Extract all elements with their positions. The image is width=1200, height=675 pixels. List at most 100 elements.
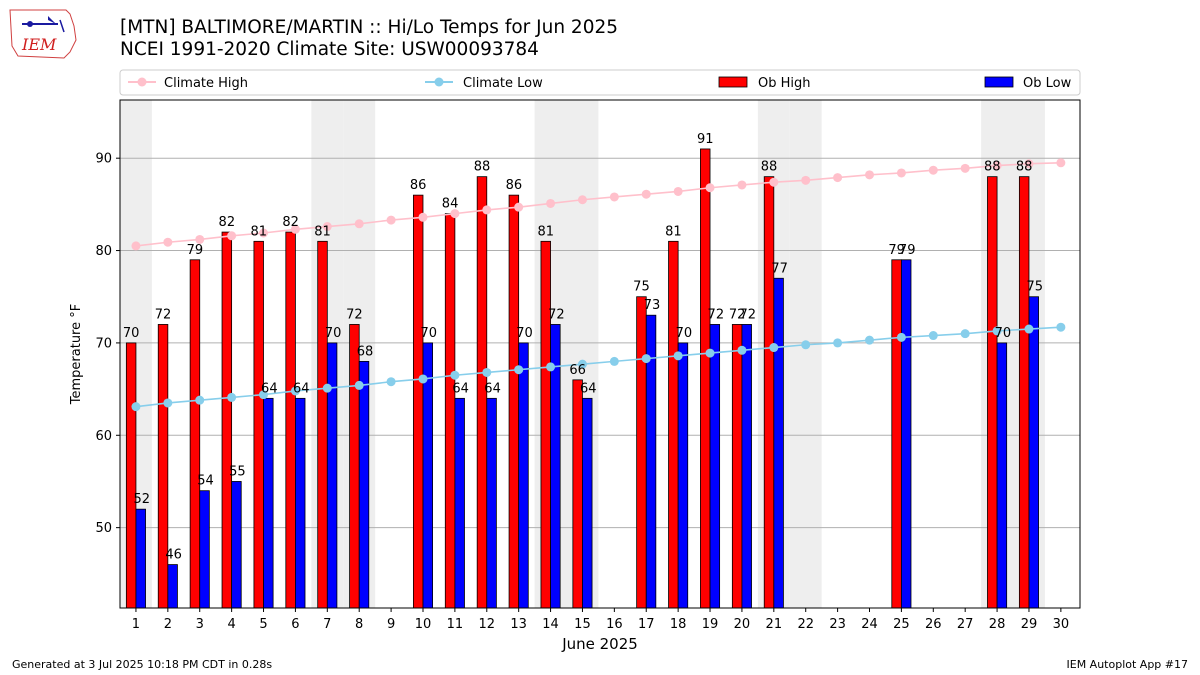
climate-low-line bbox=[135, 326, 1061, 408]
ob-high-bar bbox=[444, 213, 456, 609]
climate-high-point bbox=[1024, 159, 1034, 169]
ob-low-label: 46 bbox=[165, 548, 182, 563]
ob-low-label: 54 bbox=[197, 474, 214, 489]
climate-low-point bbox=[290, 386, 300, 396]
ob-low-label: 70 bbox=[676, 326, 693, 341]
climate-low-point bbox=[450, 370, 460, 380]
x-tick-label: 14 bbox=[542, 617, 559, 632]
ob-low-label: 55 bbox=[229, 464, 246, 479]
climate-low-point bbox=[322, 383, 332, 393]
climate-low-point bbox=[673, 351, 683, 361]
climate-high-point bbox=[386, 215, 396, 225]
x-tick-label: 28 bbox=[989, 617, 1006, 632]
ob-low-bar bbox=[263, 397, 274, 609]
x-tick-label: 16 bbox=[606, 617, 623, 632]
climate-high-point bbox=[737, 180, 747, 190]
climate-high-point bbox=[1056, 158, 1066, 168]
climate-high-point bbox=[609, 192, 619, 202]
ob-high-label: 81 bbox=[314, 224, 331, 239]
climate-high-point bbox=[131, 241, 141, 251]
ob-low-label: 52 bbox=[133, 492, 150, 507]
ob-low-label: 64 bbox=[261, 381, 278, 396]
ob-low-bar bbox=[295, 397, 306, 609]
x-tick-label: 6 bbox=[291, 617, 299, 632]
ob-high-bar bbox=[285, 231, 296, 609]
climate-low-point bbox=[609, 356, 619, 366]
climate-high-point bbox=[928, 165, 938, 175]
climate-low-point bbox=[227, 392, 237, 402]
ob-low-label: 77 bbox=[771, 261, 788, 276]
climate-high-point bbox=[195, 234, 205, 244]
climate-high-point bbox=[450, 209, 460, 219]
climate-low-point bbox=[896, 332, 906, 342]
climate-low-point bbox=[960, 329, 970, 339]
y-tick-label: 50 bbox=[95, 521, 112, 536]
ob-high-bar bbox=[253, 240, 264, 609]
ob-high-label: 79 bbox=[888, 243, 905, 258]
climate-low-point bbox=[769, 343, 779, 353]
x-tick-label: 18 bbox=[670, 617, 687, 632]
ob-high-label: 88 bbox=[984, 160, 1001, 175]
ob-high-label: 86 bbox=[506, 178, 523, 193]
logo-text: IEM bbox=[21, 35, 57, 54]
x-tick-label: 25 bbox=[893, 617, 910, 632]
legend-ob-high-swatch bbox=[718, 76, 748, 88]
legend: Climate High Climate Low Ob High Ob Low bbox=[119, 69, 1081, 96]
ob-low-bar bbox=[996, 342, 1008, 609]
ob-high-label: 88 bbox=[1016, 160, 1033, 175]
ob-high-bar bbox=[763, 176, 775, 609]
ob-low-bar bbox=[1028, 296, 1039, 609]
climate-low-point bbox=[641, 354, 651, 364]
ob-low-bar bbox=[358, 360, 370, 609]
ob-low-bar bbox=[773, 277, 784, 609]
ob-high-label: 81 bbox=[250, 224, 267, 239]
ob-high-label: 82 bbox=[282, 215, 299, 230]
x-tick-label: 9 bbox=[387, 617, 395, 632]
climate-high-point bbox=[290, 224, 300, 234]
x-tick-label: 29 bbox=[1021, 617, 1038, 632]
x-tick-label: 13 bbox=[510, 617, 527, 632]
x-tick-label: 12 bbox=[479, 617, 496, 632]
x-tick-label: 19 bbox=[702, 617, 719, 632]
climate-low-point bbox=[418, 374, 428, 384]
chart-subtitle: NCEI 1991-2020 Climate Site: USW00093784 bbox=[120, 39, 539, 60]
plot-frame bbox=[119, 99, 1081, 609]
climate-high-point bbox=[577, 195, 587, 205]
ob-high-bar bbox=[731, 324, 743, 609]
x-tick-label: 23 bbox=[829, 617, 846, 632]
x-tick-label: 8 bbox=[355, 617, 363, 632]
climate-high-point bbox=[546, 198, 556, 208]
climate-high-point bbox=[673, 186, 683, 196]
x-tick-label: 27 bbox=[957, 617, 974, 632]
ob-low-bar bbox=[582, 397, 593, 609]
climate-high-point bbox=[801, 175, 811, 185]
ob-low-bar bbox=[454, 397, 465, 609]
ob-high-bar bbox=[700, 148, 711, 609]
ob-low-label: 70 bbox=[421, 326, 438, 341]
ob-high-bar bbox=[157, 324, 169, 609]
legend-climate-low-marker bbox=[434, 77, 444, 87]
x-tick-label: 21 bbox=[766, 617, 783, 632]
ob-low-bar bbox=[326, 342, 338, 609]
ob-high-label: 88 bbox=[761, 160, 778, 175]
ob-low-label: 70 bbox=[516, 326, 533, 341]
x-tick-label: 22 bbox=[797, 617, 814, 632]
ob-low-bar bbox=[199, 490, 210, 609]
climate-lines bbox=[131, 158, 1066, 412]
ob-low-label: 68 bbox=[357, 344, 374, 359]
ob-high-bar bbox=[189, 259, 201, 609]
ob-low-label: 75 bbox=[1026, 280, 1043, 295]
ob-high-label: 81 bbox=[537, 224, 554, 239]
y-axis-label: Temperature °F bbox=[69, 304, 84, 405]
ob-high-bar bbox=[572, 379, 583, 609]
ob-high-label: 72 bbox=[346, 307, 363, 322]
ob-high-bar bbox=[1018, 176, 1030, 609]
climate-low-point bbox=[928, 331, 938, 341]
x-tick-label: 10 bbox=[415, 617, 432, 632]
x-tick-label: 17 bbox=[638, 617, 655, 632]
x-tick-label: 24 bbox=[861, 617, 878, 632]
legend-ob-low: Ob Low bbox=[1023, 76, 1072, 91]
climate-high-point bbox=[833, 173, 843, 183]
climate-low-point bbox=[705, 348, 715, 358]
ob-low-bar bbox=[167, 564, 178, 609]
